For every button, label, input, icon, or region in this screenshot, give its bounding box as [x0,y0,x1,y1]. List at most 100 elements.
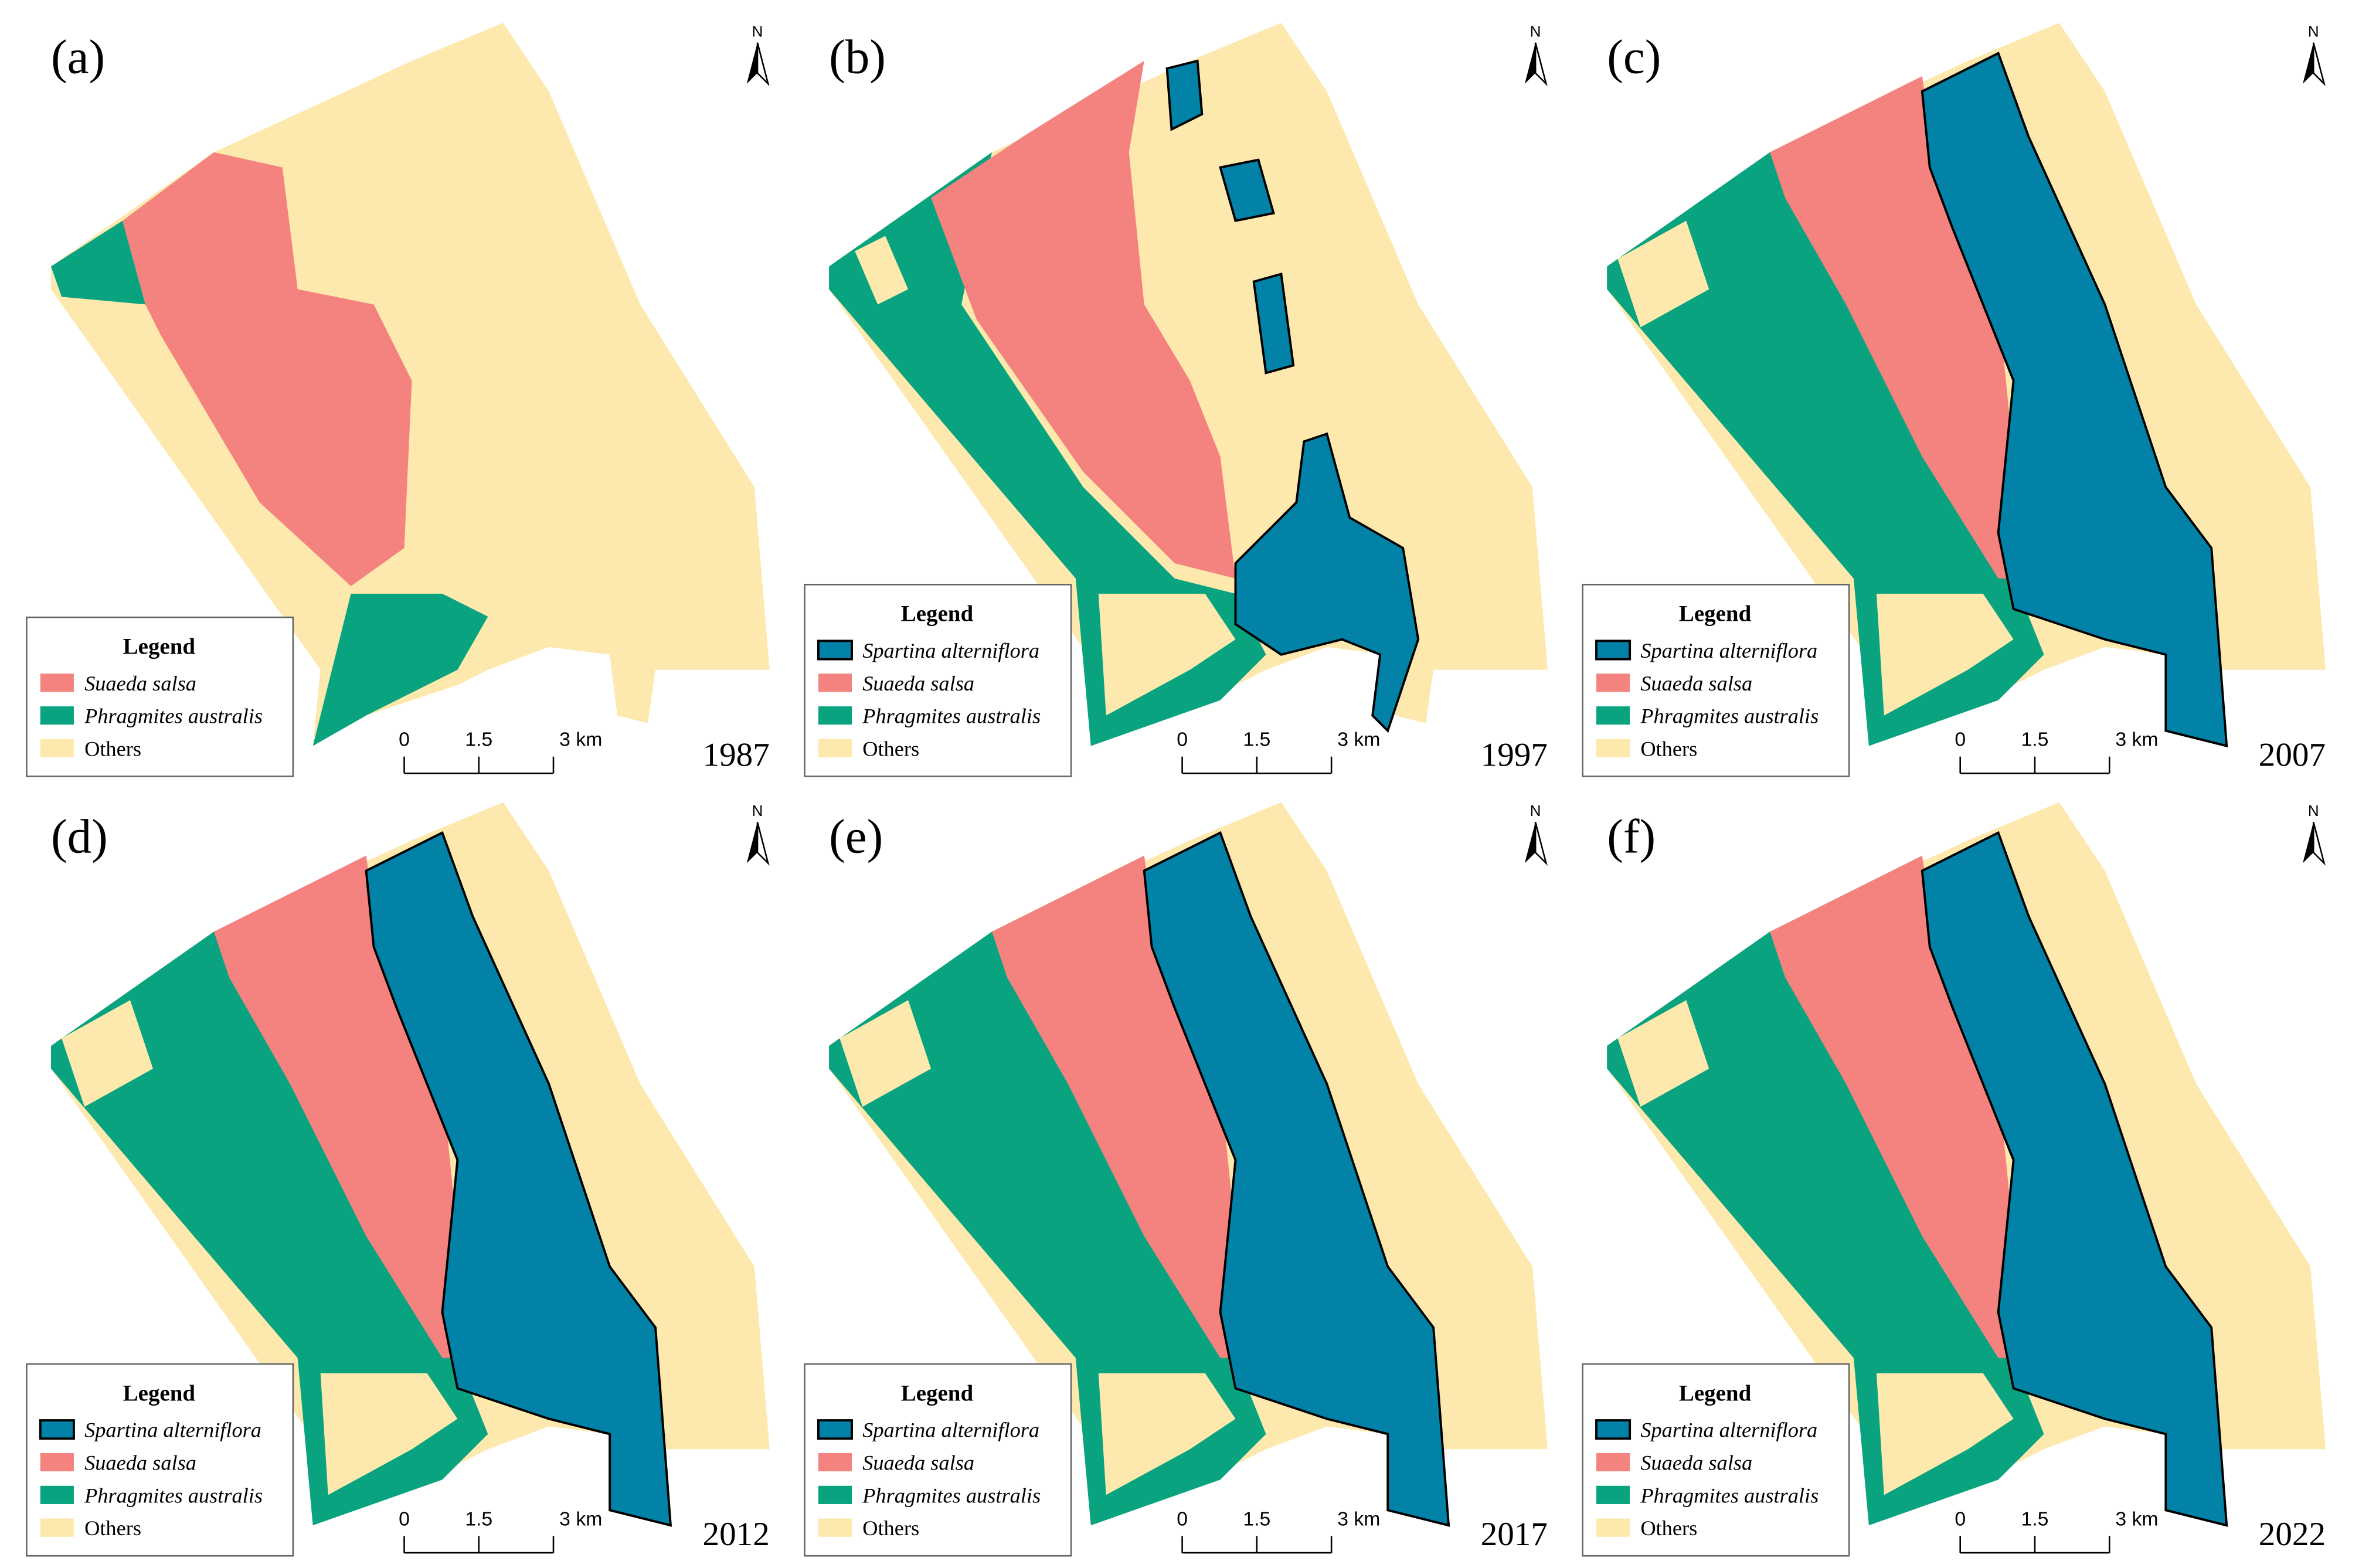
north-arrow [1524,822,1536,863]
north-arrow [2303,42,2314,84]
map-region [1143,831,1450,1527]
scale-label: 0 [399,729,410,751]
north-arrow [746,42,758,84]
legend-label: Others [84,737,141,760]
map-panel: (b) 1997 N 0 1.5 3 km Legend Spartina alternifl… [804,22,1548,777]
scale-label: 0 [1177,1508,1188,1530]
panel-label: (a) [51,30,105,84]
year-label: 2017 [1481,1516,1548,1553]
legend-label: Others [1640,737,1697,760]
legend-swatch [40,1485,74,1504]
legend-label: Phragmites australis [1640,1484,1819,1507]
legend-swatch [817,1419,853,1440]
legend-label: Others [84,1516,141,1540]
scale-label: 1.5 [2021,1508,2049,1530]
legend-label: Suaeda salsa [1640,1451,1752,1474]
legend-swatch [40,1453,74,1472]
map-region [1165,59,1204,131]
legend-label: Spartina alterniflora [84,1419,261,1442]
panel-label: (b) [829,30,886,84]
legend-swatch [818,1453,852,1472]
map-region [1234,432,1420,733]
map-region [1252,273,1295,375]
year-label: 2022 [2259,1516,2326,1553]
legend-swatch [1595,1419,1632,1440]
north-label: N [752,22,763,40]
legend-swatch [1596,1518,1630,1537]
north-arrow [1534,42,1548,87]
year-label: 1987 [703,736,770,773]
map-panel: (c) 2007 N 0 1.5 3 km Legend Spartina alternifl… [1582,22,2326,777]
legend-swatch [1595,640,1632,661]
legend-swatch [1596,1453,1630,1472]
scale-label: 1.5 [1243,729,1270,751]
map-region [1876,593,2014,716]
legend-label: Others [862,1516,919,1540]
map-region [50,886,488,1526]
map-region [320,1373,458,1495]
map-panel: (d) 2012 N 0 1.5 3 km Legend Spartina alternifl… [26,802,770,1557]
scale-label: 1.5 [465,1508,492,1530]
legend-swatch [40,674,74,692]
map-region [1098,1373,1236,1495]
north-arrow [2303,822,2314,863]
scale-label: 3 km [1337,729,1380,751]
legend-swatch [818,1485,852,1504]
scale-label: 0 [399,1508,410,1530]
map-region [213,855,488,1358]
legend-label: Spartina alterniflora [862,1419,1039,1442]
legend-label: Phragmites australis [84,705,263,728]
scale-label: 3 km [2115,1508,2158,1530]
legend-title: Legend [901,601,974,627]
year-label: 2007 [2259,736,2326,773]
map-region [1876,1373,2014,1495]
panel-label: (d) [51,809,108,863]
legend-swatch [818,674,852,692]
legend-swatch [818,1518,852,1537]
legend-swatch [39,1419,75,1440]
legend-swatch [817,640,853,661]
scale-label: 3 km [2115,729,2158,751]
legend-swatch [1596,739,1630,758]
panel-label: (f) [1607,809,1656,863]
map-panel: (e) 2017 N 0 1.5 3 km Legend Spartina alternifl… [804,802,1548,1557]
map-region [855,236,909,305]
map-region [1607,886,2044,1526]
map-region [1921,52,2228,748]
north-arrow [1534,822,1548,866]
legend-label: Phragmites australis [84,1484,263,1507]
legend-label: Suaeda salsa [84,1451,196,1474]
north-label: N [752,802,763,819]
legend-label: Spartina alterniflora [1640,639,1817,662]
map-panel: (a) 1987 N 0 1.5 3 km Legend Suaeda salsa Phragm… [26,22,770,777]
scale-label: 3 km [559,1508,602,1530]
map-region [1219,158,1275,222]
map-region [365,831,672,1527]
legend-title: Legend [1679,1380,1752,1406]
map-region [62,1000,153,1107]
map-region [1617,1000,1709,1107]
legend-swatch [818,706,852,725]
legend-swatch [1596,1485,1630,1504]
year-label: 2012 [703,1516,770,1553]
map-region [991,855,1266,1358]
scale-label: 3 km [1337,1508,1380,1530]
map-region [829,886,1266,1526]
legend-label: Others [1640,1516,1697,1540]
legend-label: Suaeda salsa [862,672,974,695]
map-region [1617,220,1709,328]
legend-title: Legend [123,634,196,659]
north-arrow [756,42,770,87]
legend-label: Phragmites australis [862,1484,1041,1507]
legend-swatch [40,739,74,758]
legend-label: Phragmites australis [862,705,1041,728]
scale-label: 0 [1955,1508,1966,1530]
map-region [1607,106,2044,746]
north-label: N [1530,22,1541,40]
north-arrow [2312,42,2326,87]
scale-label: 0 [1177,729,1188,751]
map-region [839,1000,932,1107]
legend-title: Legend [123,1380,196,1406]
scale-label: 1.5 [2021,729,2049,751]
